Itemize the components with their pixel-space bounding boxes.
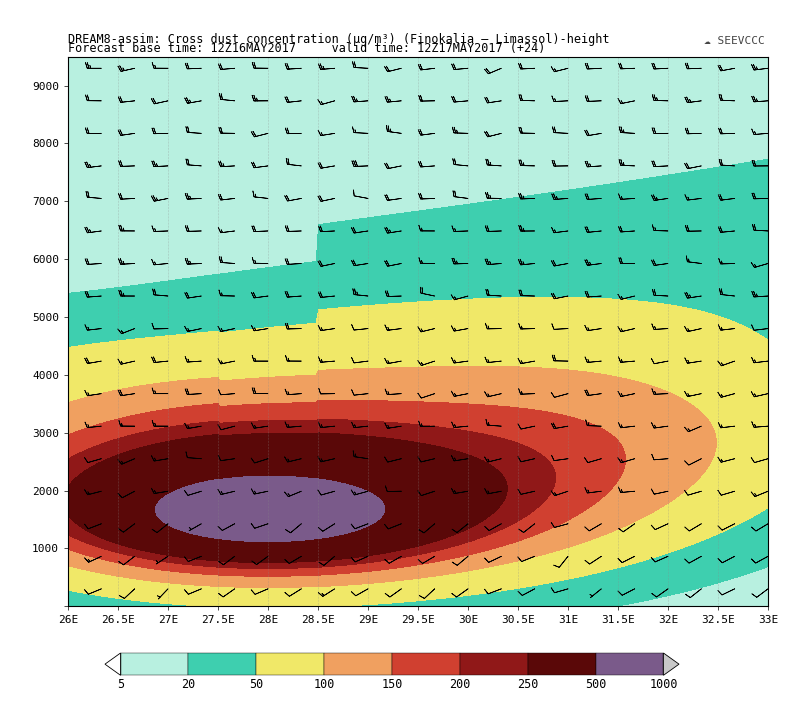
Bar — [460, 653, 528, 675]
Bar — [392, 653, 460, 675]
Text: 20: 20 — [182, 678, 195, 691]
Text: 5: 5 — [117, 678, 124, 691]
Polygon shape — [105, 653, 121, 675]
Text: 150: 150 — [382, 678, 402, 691]
Text: 50: 50 — [249, 678, 263, 691]
Text: ☁ SEEVCCC: ☁ SEEVCCC — [704, 36, 765, 46]
Text: 200: 200 — [449, 678, 470, 691]
Bar — [256, 653, 324, 675]
Text: 1000: 1000 — [649, 678, 678, 691]
Text: 500: 500 — [585, 678, 606, 691]
Text: 250: 250 — [517, 678, 538, 691]
Text: Forecast base time: 12Z16MAY2017     valid time: 12Z17MAY2017 (+24): Forecast base time: 12Z16MAY2017 valid t… — [68, 43, 546, 55]
Bar — [595, 653, 663, 675]
Polygon shape — [663, 653, 679, 675]
Text: 100: 100 — [314, 678, 335, 691]
Bar — [324, 653, 392, 675]
Text: DREAM8-assim: Cross dust concentration (μg/m³) (Finokalia – Limassol)-height: DREAM8-assim: Cross dust concentration (… — [68, 33, 610, 46]
Bar — [189, 653, 256, 675]
Bar — [121, 653, 189, 675]
Bar — [528, 653, 595, 675]
